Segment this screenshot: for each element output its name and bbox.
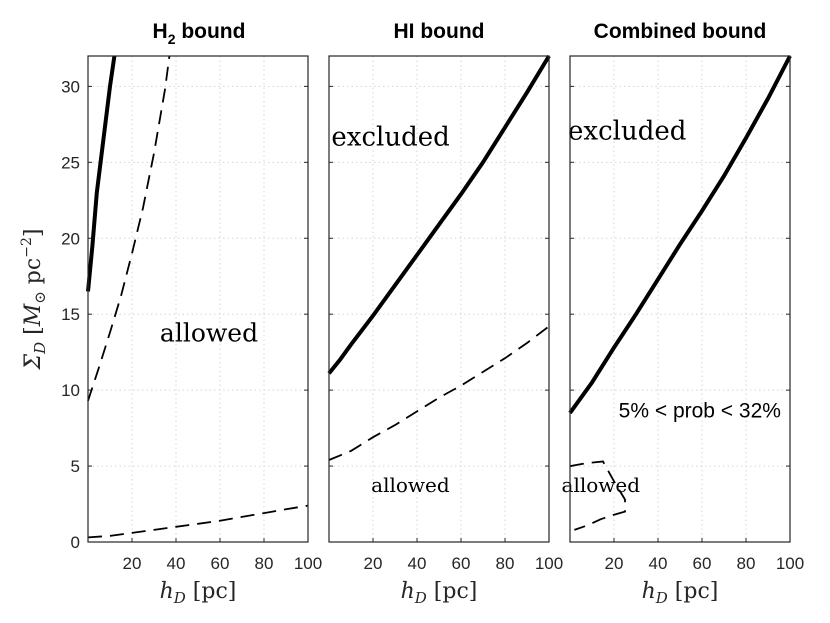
series-line-dashed	[87, 55, 171, 402]
panel-1-grid	[88, 56, 308, 542]
series-line-dashed	[569, 460, 626, 531]
x-tick-label: 60	[211, 554, 230, 573]
panel-1-frame	[87, 55, 309, 543]
annotation-label: allowed	[371, 473, 450, 497]
series-line-solid	[86, 55, 117, 292]
annotation-label: 5% < prob < 32%	[619, 399, 781, 422]
annotation-label: excluded	[568, 117, 686, 147]
panel-3-series	[568, 55, 792, 531]
panel-2-series	[327, 54, 551, 461]
series-line-dashed	[87, 504, 309, 539]
x-axis-label-1: hD [pc]	[160, 579, 237, 607]
x-tick-label: 20	[364, 554, 383, 573]
x-tick-label: 60	[693, 554, 712, 573]
x-tick-label: 80	[737, 554, 756, 573]
x-axis-label-3: hD [pc]	[642, 579, 719, 607]
x-tick-label: 100	[294, 554, 322, 573]
panel-2-grid	[329, 56, 549, 542]
y-tick-label: 20	[61, 229, 80, 248]
x-tick-label: 40	[649, 554, 668, 573]
x-tick-label: 40	[408, 554, 427, 573]
annotation-label: excluded	[331, 123, 449, 153]
panel-3-frame	[569, 55, 791, 543]
y-tick-label: 30	[61, 77, 80, 96]
panel-1-ticks: 20 40 60 80 100 0 5 10 15 20 25 30	[61, 77, 322, 573]
x-tick-label: 80	[496, 554, 515, 573]
annotation-label: allowed	[160, 319, 258, 348]
panel-h2-bound: H2 bound 20 40 60 80 100 0 5 10 15 20 25 30 allowed	[61, 20, 322, 573]
x-tick-label: 100	[776, 554, 804, 573]
y-tick-label: 0	[71, 533, 80, 552]
panel-3-title: Combined bound	[594, 20, 767, 43]
panel-1-title: H2 bound	[153, 20, 246, 47]
series-line-solid	[327, 54, 551, 375]
panel-3-ticks: 20 40 60 80 100	[570, 85, 804, 573]
y-tick-label: 5	[71, 457, 80, 476]
x-tick-label: 60	[452, 554, 471, 573]
series-line-dashed	[328, 325, 550, 461]
panel-2-annotations: excluded allowed	[331, 123, 449, 497]
x-tick-label: 40	[167, 554, 186, 573]
x-tick-label: 100	[535, 554, 563, 573]
y-axis-label: ΣD [M⊙ pc−2]	[19, 229, 49, 371]
panel-1-series	[86, 55, 309, 539]
x-axis-label-2: hD [pc]	[401, 579, 478, 607]
panel-1-annotations: allowed	[160, 319, 258, 348]
y-tick-label: 25	[61, 153, 80, 172]
panel-hi-bound: HI bound 20 40 60 80 100 excluded allowed	[327, 20, 563, 573]
series-line-solid	[568, 55, 792, 415]
panel-2-title: HI bound	[394, 20, 485, 43]
y-tick-label: 10	[61, 381, 80, 400]
x-tick-label: 80	[255, 554, 274, 573]
panel-3-annotations: excluded 5% < prob < 32% allowed	[562, 117, 781, 497]
panel-combined-bound: Combined bound 20 40 60 80 100 excluded 5% < …	[562, 20, 805, 573]
y-tick-label: 15	[61, 305, 80, 324]
x-tick-label: 20	[605, 554, 624, 573]
panel-2-frame	[328, 55, 550, 543]
x-tick-label: 20	[123, 554, 142, 573]
panel-2-ticks: 20 40 60 80 100	[329, 85, 563, 573]
annotation-label: allowed	[562, 473, 641, 497]
